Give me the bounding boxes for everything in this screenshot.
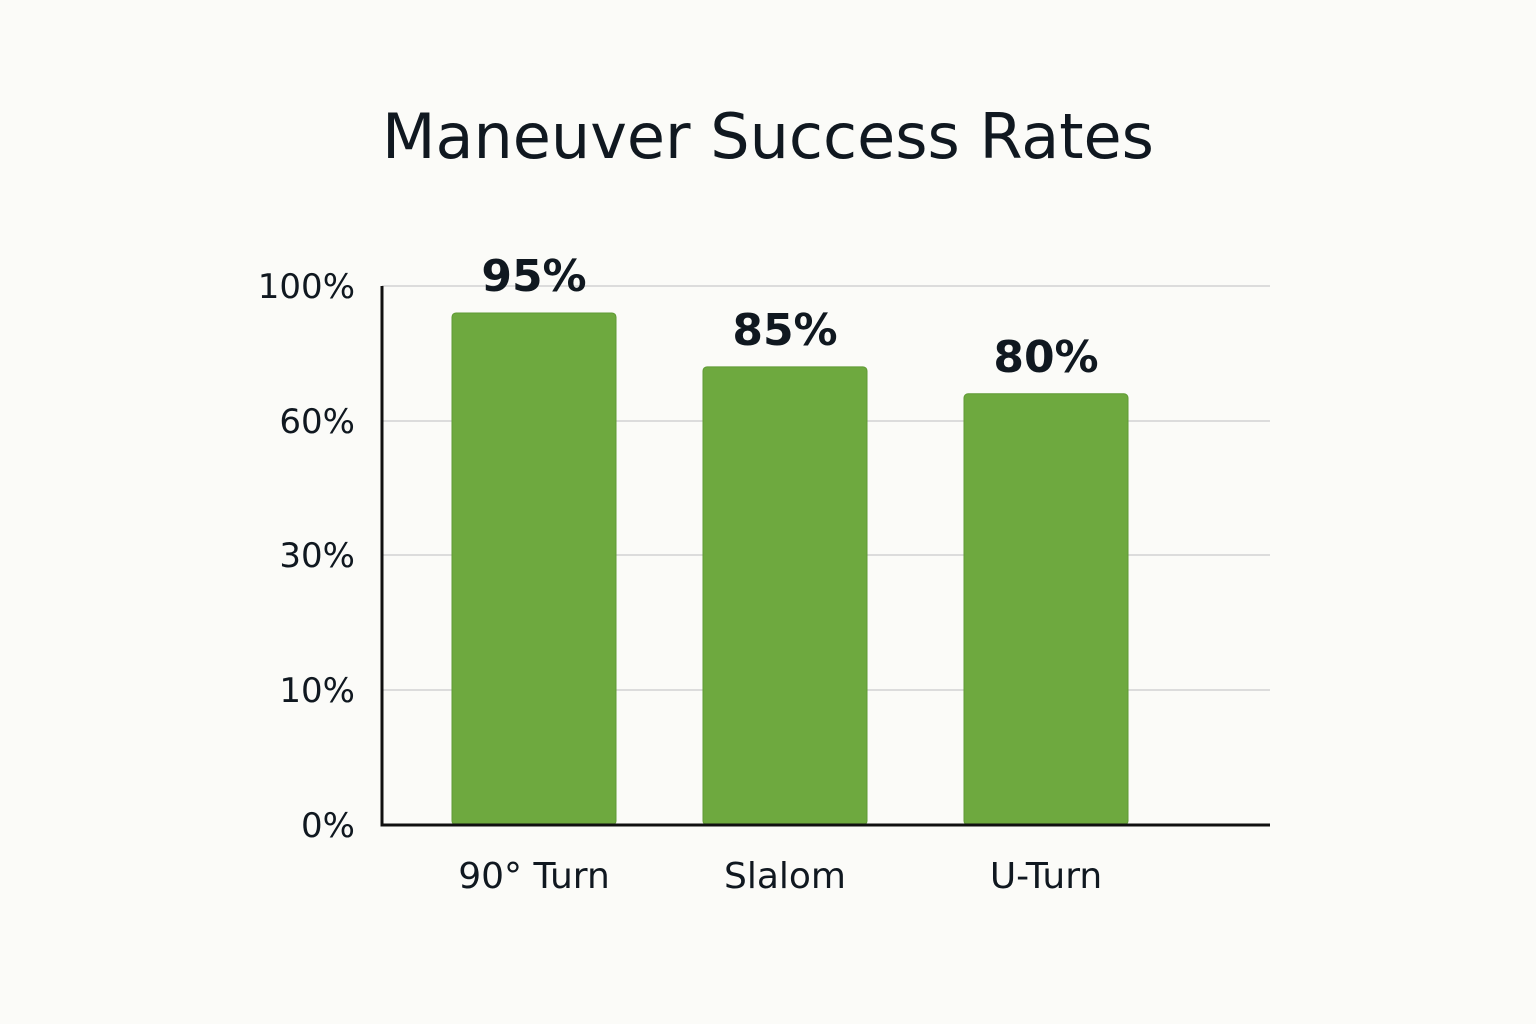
bar-value-label: 80% xyxy=(993,332,1098,383)
axes xyxy=(380,286,1270,827)
y-tick-label: 0% xyxy=(301,806,355,846)
bar-value-label: 85% xyxy=(732,305,837,356)
y-tick-label: 10% xyxy=(279,671,355,711)
x-category-label: U-Turn xyxy=(990,856,1102,897)
bar xyxy=(451,312,617,826)
x-category-label: 90° Turn xyxy=(458,856,610,897)
y-tick-label: 60% xyxy=(279,402,355,442)
bar-value-label: 95% xyxy=(481,251,586,302)
chart-title: Maneuver Success Rates xyxy=(381,100,1154,173)
labels: 0% 10% 30% 60% 100% 95% 90° Turn 85% Slalom 80% U-… xyxy=(258,251,1102,897)
bar xyxy=(963,393,1129,826)
y-tick-label: 100% xyxy=(258,267,355,307)
y-tick-label: 30% xyxy=(279,536,355,576)
bar xyxy=(702,366,868,826)
x-category-label: Slalom xyxy=(724,856,846,897)
bars xyxy=(451,312,1129,826)
